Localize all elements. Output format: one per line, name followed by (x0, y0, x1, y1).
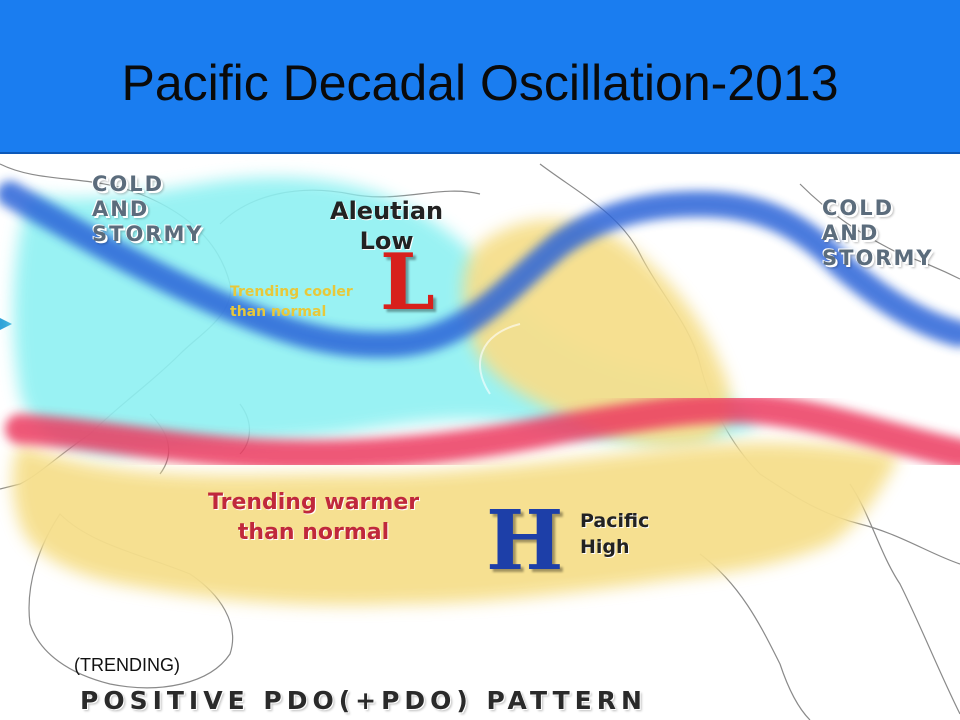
warm-band (5, 392, 960, 471)
cold-stormy-left-label: COLD AND STORMY (92, 172, 204, 247)
pattern-title: POSITIVE PDO(+PDO) PATTERN (80, 686, 647, 715)
trending-cooler-label: Trending cooler than normal (230, 282, 353, 322)
trending-cooler-line-2: than normal (230, 304, 327, 320)
pacific-high-line-2: High (580, 536, 630, 558)
high-pressure-symbol: H (486, 493, 564, 589)
warm-region-south (12, 442, 900, 606)
cold-stormy-left-line-2: AND (92, 197, 150, 221)
aleutian-low-line-2: Low (359, 227, 414, 255)
cold-stormy-right-label: COLD AND STORMY (822, 196, 934, 271)
cold-stormy-right-line-3: STORMY (822, 246, 934, 270)
trending-warmer-label: Trending warmer than normal (208, 488, 419, 548)
trending-warmer-line-1: Trending warmer (208, 490, 420, 515)
cold-stormy-left-line-1: COLD (92, 172, 165, 196)
title-bar: Pacific Decadal Oscillation-2013 (0, 0, 960, 154)
pacific-high-label: Pacific High (580, 508, 649, 560)
trending-caption: (TRENDING) (74, 655, 180, 675)
cold-stormy-right-line-1: COLD (822, 196, 895, 220)
slide-title: Pacific Decadal Oscillation-2013 (121, 55, 839, 111)
cold-stormy-left-line-3: STORMY (92, 222, 204, 246)
pdo-map (0, 163, 960, 720)
cold-stormy-right-line-2: AND (822, 221, 880, 245)
trending-cooler-line-1: Trending cooler (230, 284, 353, 300)
low-pressure-symbol: L (380, 237, 435, 328)
aleutian-low-label: Aleutian Low (330, 196, 443, 256)
aleutian-low-line-1: Aleutian (330, 197, 444, 225)
cold-jet-band (0, 181, 960, 358)
trending-warmer-line-2: than normal (237, 520, 390, 545)
gyre-line (479, 323, 521, 395)
slide-marker-arrow (0, 318, 12, 330)
pacific-high-line-1: Pacific (580, 510, 650, 532)
